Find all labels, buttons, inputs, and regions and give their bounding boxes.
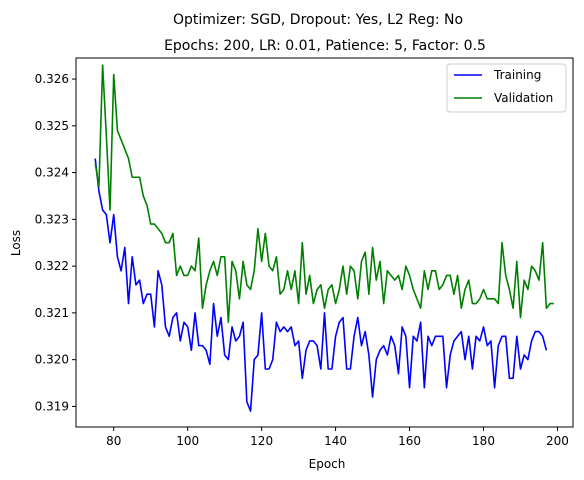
y-axis-label: Loss [9,230,23,256]
x-tick-label: 200 [546,434,569,448]
y-tick-label: 0.322 [35,259,69,273]
x-tick-label: 180 [472,434,495,448]
x-tick-label: 100 [176,434,199,448]
chart-subtitle: Epochs: 200, LR: 0.01, Patience: 5, Fact… [164,38,486,54]
y-tick-label: 0.320 [35,353,69,367]
plot-area-frame [75,57,574,428]
y-tick-label: 0.325 [35,119,69,133]
legend: Training Validation [446,63,567,113]
x-tick-label: 80 [106,434,121,448]
legend-label-validation: Validation [494,91,553,105]
x-tick-label: 140 [324,434,347,448]
legend-label-training: Training [493,68,541,82]
x-axis-label: Epoch [309,457,346,471]
series-line-validation [94,64,554,324]
legend-box [446,63,567,113]
y-tick-label: 0.326 [35,72,69,86]
y-tick-label: 0.321 [35,306,69,320]
chart-title: Optimizer: SGD, Dropout: Yes, L2 Reg: No [173,12,463,28]
x-tick-label: 120 [250,434,273,448]
y-tick-label: 0.323 [35,212,69,226]
y-tick-label: 0.319 [35,399,69,413]
y-tick-label: 0.324 [35,166,69,180]
series-line-training [94,158,548,412]
x-tick-label: 160 [398,434,421,448]
